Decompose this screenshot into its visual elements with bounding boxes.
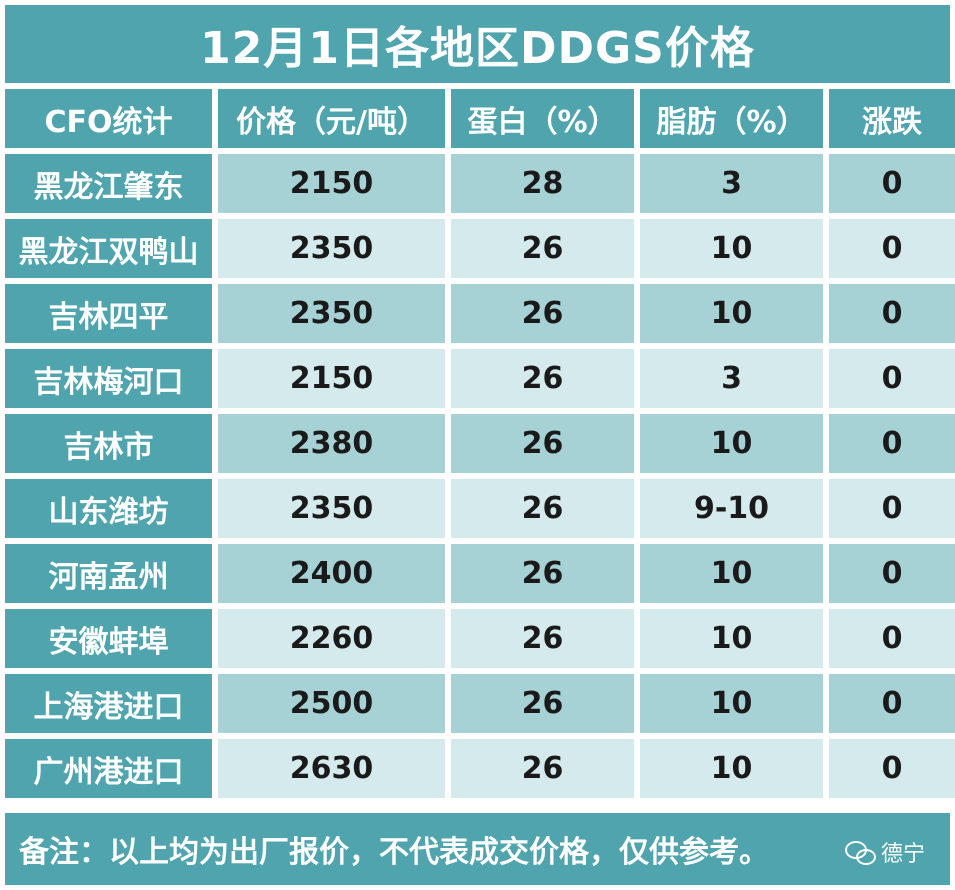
header-price: 价格（元/吨） <box>218 89 445 148</box>
fat-cell: 3 <box>640 349 823 408</box>
price-cell: 2350 <box>218 479 445 538</box>
region-cell: 吉林梅河口 <box>5 349 212 408</box>
table-row: 上海港进口 2500 26 10 0 <box>5 674 955 733</box>
table-row: 吉林四平 2350 26 10 0 <box>5 284 955 343</box>
protein-cell: 26 <box>451 479 634 538</box>
change-cell: 0 <box>829 284 955 343</box>
price-cell: 2260 <box>218 609 445 668</box>
protein-cell: 26 <box>451 219 634 278</box>
protein-cell: 26 <box>451 609 634 668</box>
fat-cell: 10 <box>640 284 823 343</box>
table-row: 吉林梅河口 2150 26 3 0 <box>5 349 955 408</box>
fat-cell: 9-10 <box>640 479 823 538</box>
header-row: CFO统计 价格（元/吨） 蛋白（%） 脂肪（%） 涨跌 <box>5 89 955 148</box>
wechat-icon <box>844 839 876 865</box>
change-cell: 0 <box>829 674 955 733</box>
region-cell: 广州港进口 <box>5 739 212 798</box>
change-cell: 0 <box>829 609 955 668</box>
price-table: CFO统计 价格（元/吨） 蛋白（%） 脂肪（%） 涨跌 黑龙江肇东 2150 … <box>0 83 955 804</box>
change-cell: 0 <box>829 349 955 408</box>
table-row: 山东潍坊 2350 26 9-10 0 <box>5 479 955 538</box>
table-row: 安徽蚌埠 2260 26 10 0 <box>5 609 955 668</box>
table-title: 12月1日各地区DDGS价格 <box>5 5 950 83</box>
protein-cell: 26 <box>451 349 634 408</box>
change-cell: 0 <box>829 739 955 798</box>
fat-cell: 3 <box>640 154 823 213</box>
fat-cell: 10 <box>640 219 823 278</box>
change-cell: 0 <box>829 219 955 278</box>
price-cell: 2630 <box>218 739 445 798</box>
header-region: CFO统计 <box>5 89 212 148</box>
table-row: 广州港进口 2630 26 10 0 <box>5 739 955 798</box>
change-cell: 0 <box>829 479 955 538</box>
price-cell: 2150 <box>218 154 445 213</box>
footnote-text: 备注：以上均为出厂报价，不代表成交价格，仅供参考。 <box>19 835 769 870</box>
region-cell: 黑龙江肇东 <box>5 154 212 213</box>
protein-cell: 26 <box>451 674 634 733</box>
price-cell: 2350 <box>218 284 445 343</box>
watermark: 德宁 <box>844 836 925 868</box>
change-cell: 0 <box>829 154 955 213</box>
change-cell: 0 <box>829 414 955 473</box>
region-cell: 上海港进口 <box>5 674 212 733</box>
fat-cell: 10 <box>640 414 823 473</box>
header-protein: 蛋白（%） <box>451 89 634 148</box>
price-cell: 2150 <box>218 349 445 408</box>
watermark-text: 德宁 <box>880 842 925 867</box>
table-row: 河南孟州 2400 26 10 0 <box>5 544 955 603</box>
protein-cell: 28 <box>451 154 634 213</box>
region-cell: 山东潍坊 <box>5 479 212 538</box>
region-cell: 河南孟州 <box>5 544 212 603</box>
region-cell: 安徽蚌埠 <box>5 609 212 668</box>
region-cell: 吉林市 <box>5 414 212 473</box>
protein-cell: 26 <box>451 739 634 798</box>
price-cell: 2500 <box>218 674 445 733</box>
protein-cell: 26 <box>451 414 634 473</box>
protein-cell: 26 <box>451 284 634 343</box>
protein-cell: 26 <box>451 544 634 603</box>
footnote: 备注：以上均为出厂报价，不代表成交价格，仅供参考。 <box>5 813 950 885</box>
price-cell: 2400 <box>218 544 445 603</box>
region-cell: 吉林四平 <box>5 284 212 343</box>
region-cell: 黑龙江双鸭山 <box>5 219 212 278</box>
price-cell: 2380 <box>218 414 445 473</box>
fat-cell: 10 <box>640 544 823 603</box>
fat-cell: 10 <box>640 609 823 668</box>
table-row: 吉林市 2380 26 10 0 <box>5 414 955 473</box>
price-cell: 2350 <box>218 219 445 278</box>
change-cell: 0 <box>829 544 955 603</box>
header-fat: 脂肪（%） <box>640 89 823 148</box>
fat-cell: 10 <box>640 739 823 798</box>
fat-cell: 10 <box>640 674 823 733</box>
table-row: 黑龙江肇东 2150 28 3 0 <box>5 154 955 213</box>
table-row: 黑龙江双鸭山 2350 26 10 0 <box>5 219 955 278</box>
header-change: 涨跌 <box>829 89 955 148</box>
